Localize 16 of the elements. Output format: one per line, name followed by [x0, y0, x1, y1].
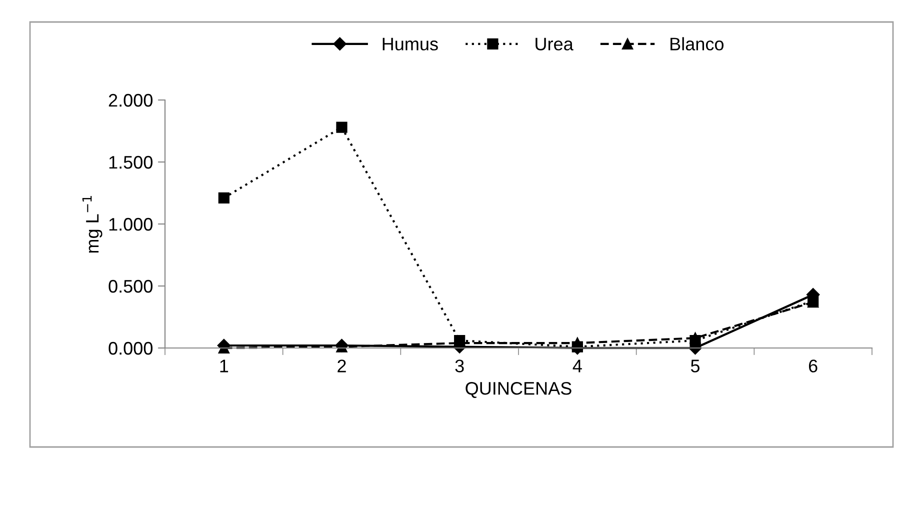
- x-axis-title: QUINCENAS: [466, 382, 572, 398]
- y-tick-label: 1.500: [109, 156, 152, 169]
- x-tick-label: 2: [338, 360, 346, 372]
- y-tick-label: 0.500: [108, 280, 152, 293]
- legend-label: Humus: [382, 38, 438, 50]
- y-tick-label: 0.000: [108, 342, 152, 355]
- x-tick-label: 5: [690, 360, 700, 372]
- y-tick-label: 1.000: [109, 218, 152, 231]
- x-tick-label: 4: [572, 360, 582, 372]
- x-tick-label: 3: [455, 360, 464, 372]
- legend-label: Urea: [536, 38, 574, 50]
- x-tick-label: 6: [808, 360, 818, 372]
- legend-label: Blanco: [670, 37, 724, 50]
- y-tick-label: 2.000: [108, 94, 152, 107]
- y-axis-title: mg L$^{−1}$: [82, 196, 102, 253]
- x-tick-label: 1: [220, 360, 228, 372]
